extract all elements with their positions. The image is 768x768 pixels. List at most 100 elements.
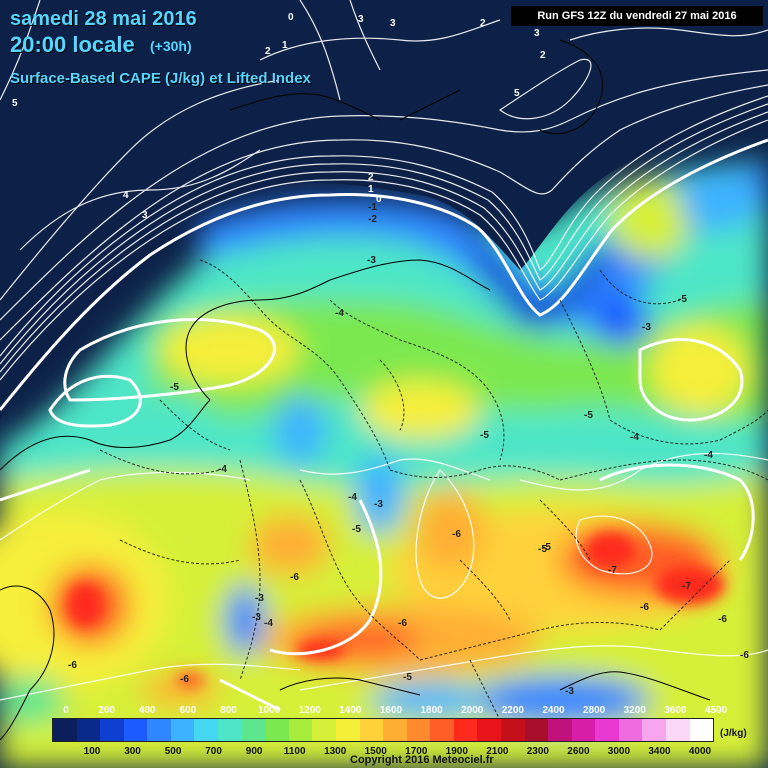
legend-swatch <box>500 719 525 741</box>
legend-swatch <box>618 719 643 741</box>
legend-swatch <box>595 719 619 741</box>
li-label: 0 <box>376 194 382 205</box>
li-label: -5 <box>584 410 593 421</box>
li-label: 4 <box>123 190 129 201</box>
legend-swatch <box>689 719 714 741</box>
legend-swatch <box>524 719 549 741</box>
legend-top-label: 1400 <box>339 705 362 716</box>
legend-top-label: 1600 <box>379 705 403 716</box>
li-label: 0 <box>288 12 294 23</box>
li-label: -4 <box>704 450 713 461</box>
legend-top-label: 1800 <box>420 705 443 716</box>
legend-swatch <box>548 719 572 741</box>
lifted-index-labels: 0 3 3 2 2 3 2 1 5 5 4 3 2 1 0 -1 -2 -3 -… <box>12 12 749 697</box>
li-label: 3 <box>142 210 148 221</box>
li-label: -5 <box>542 542 551 553</box>
legend-swatch <box>666 719 690 741</box>
legend-swatch <box>359 719 384 741</box>
run-info: Run GFS 12Z du vendredi 27 mai 2016 <box>511 6 763 26</box>
legend-bottom-label: 300 <box>124 746 141 757</box>
forecast-offset: (+30h) <box>150 38 192 54</box>
legend-swatch <box>100 719 124 741</box>
li-label: -3 <box>252 612 261 623</box>
legend-top-label: 800 <box>220 705 237 716</box>
legend-top-label: 600 <box>179 705 197 716</box>
legend-bottom-label: 3400 <box>648 746 671 757</box>
li-label: -5 <box>170 382 179 393</box>
li-label: -6 <box>180 674 189 685</box>
legend-bottom-label: 1900 <box>445 746 468 757</box>
legend-bottom-label: 4000 <box>688 746 712 757</box>
cape-field <box>0 160 768 768</box>
li-label: -5 <box>480 430 489 441</box>
legend-top-label: 4500 <box>704 705 728 716</box>
li-label: -6 <box>68 660 77 671</box>
li-label: -4 <box>630 432 639 443</box>
legend-swatch <box>406 719 431 741</box>
legend-swatch <box>288 719 313 741</box>
stable-area <box>0 0 768 420</box>
li-label: -3 <box>374 499 383 510</box>
parameter-title: Surface-Based CAPE (J/kg) et Lifted Inde… <box>10 70 311 87</box>
li-label: -6 <box>718 614 727 625</box>
li-label: -7 <box>608 565 617 576</box>
li-label: -6 <box>452 529 461 540</box>
li-label: -3 <box>565 686 574 697</box>
li-label: 5 <box>12 98 18 109</box>
legend-top-label: 3600 <box>664 705 687 716</box>
li-label: -3 <box>255 593 264 604</box>
li-label: 5 <box>514 88 520 99</box>
color-legend <box>52 718 714 742</box>
li-label: 3 <box>534 28 540 39</box>
li-label: -5 <box>403 672 412 683</box>
legend-bottom-label: 500 <box>164 746 182 757</box>
li-label: 2 <box>540 50 546 61</box>
lifted-index-thick-contours <box>0 138 768 712</box>
copyright: Copyright 2016 Meteociel.fr <box>350 754 494 766</box>
li-label: -5 <box>678 294 687 305</box>
li-label: -4 <box>348 492 357 503</box>
cape-maxima <box>67 532 725 688</box>
legend-swatch <box>76 719 101 741</box>
li-label: -6 <box>398 618 407 629</box>
li-label: 2 <box>480 18 486 29</box>
li-label: -3 <box>642 322 651 333</box>
li-label: 3 <box>358 14 364 25</box>
legend-top-label: 400 <box>138 705 156 716</box>
legend-top-label: 1200 <box>298 705 321 716</box>
li-label: -5 <box>538 544 547 555</box>
li-label: -6 <box>740 650 749 661</box>
legend-swatch <box>383 719 407 741</box>
forecast-date: samedi 28 mai 2016 <box>10 8 197 30</box>
li-label: -6 <box>290 572 299 583</box>
legend-bottom-label: 700 <box>205 746 222 757</box>
li-label: 2 <box>368 172 374 183</box>
legend-bottom-label: 1300 <box>324 746 347 757</box>
legend-swatch <box>147 719 171 741</box>
legend-top-label: 2000 <box>461 705 484 716</box>
legend-swatch <box>335 719 360 741</box>
legend-top-label: 2200 <box>501 705 524 716</box>
li-label: -4 <box>264 618 273 629</box>
forecast-time: 20:00 locale <box>10 32 135 57</box>
legend-bottom-label: 3000 <box>607 746 631 757</box>
legend-swatch <box>430 719 454 741</box>
li-label: -3 <box>367 255 376 266</box>
legend-swatch <box>477 719 501 741</box>
li-label: 3 <box>390 18 396 29</box>
legend-swatch <box>194 719 219 741</box>
legend-bottom-label: 100 <box>83 746 101 757</box>
legend-top-label: 3200 <box>623 705 646 716</box>
coastlines <box>0 39 711 741</box>
legend-top-label: 1000 <box>258 705 281 716</box>
legend-top-label: 200 <box>98 705 115 716</box>
li-label: -1 <box>368 202 377 213</box>
li-label: 2 <box>265 46 271 57</box>
legend-top-label: 2400 <box>542 705 565 716</box>
legend-swatch <box>170 719 195 741</box>
legend-swatch <box>53 719 77 741</box>
li-label: -6 <box>640 602 649 613</box>
li-label: -2 <box>368 214 377 225</box>
country-borders <box>99 259 768 721</box>
